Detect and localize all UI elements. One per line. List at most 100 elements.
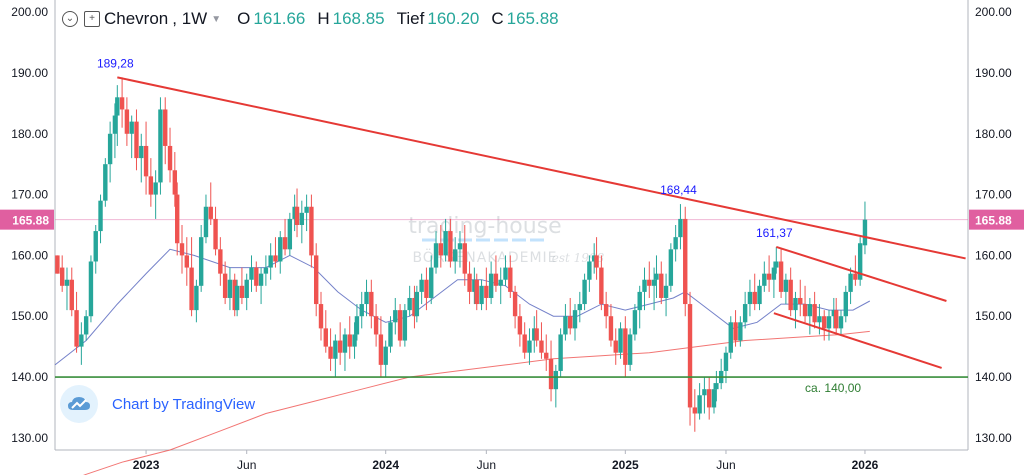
- add-symbol-icon[interactable]: +: [84, 11, 100, 27]
- candle-body: [613, 340, 618, 353]
- candle-body: [333, 340, 338, 359]
- candle-body: [287, 218, 293, 250]
- candle-body: [342, 334, 348, 353]
- candle-body: [393, 310, 398, 323]
- candle-body: [548, 358, 554, 390]
- x-tick-label: 2026: [852, 458, 879, 472]
- candle-body: [654, 273, 659, 280]
- candle-body: [59, 267, 65, 286]
- candle-body: [603, 304, 609, 317]
- candle-body: [222, 273, 228, 298]
- x-tick-label: Jun: [716, 458, 735, 472]
- collapse-icon[interactable]: ⌄: [62, 11, 78, 27]
- candle-body: [309, 206, 314, 256]
- candle-body: [683, 218, 688, 305]
- y-tick-label-left: 160.00: [11, 248, 48, 262]
- candle-body: [249, 267, 254, 280]
- candle-body: [402, 310, 408, 341]
- candle-body: [534, 328, 539, 341]
- last-price-tag-left: [0, 209, 54, 230]
- y-tick-label-right: 180.00: [975, 127, 1012, 141]
- x-tick-label: 2024: [372, 458, 399, 472]
- candle-body: [587, 261, 592, 280]
- candle-body: [124, 109, 130, 134]
- candle-body: [213, 218, 218, 250]
- price-annotation: 168,44: [660, 183, 697, 197]
- moving-average-blue-line: [54, 248, 871, 366]
- candle-body: [448, 231, 453, 262]
- candle-body: [407, 297, 412, 311]
- close-label: C: [491, 9, 504, 28]
- candle-body: [227, 279, 233, 298]
- candle-body: [532, 328, 537, 341]
- high-label: H: [317, 9, 330, 28]
- candle-body: [119, 97, 125, 110]
- candle-body: [798, 297, 803, 305]
- candle-body: [194, 285, 199, 311]
- candle-body: [438, 243, 444, 256]
- candle-body: [55, 255, 60, 274]
- candle-body: [433, 243, 439, 268]
- candle-body: [167, 145, 173, 171]
- candle-body: [313, 255, 319, 305]
- candle-body: [172, 170, 178, 195]
- interval-label[interactable]: 1W: [181, 9, 208, 28]
- candle-body: [474, 279, 479, 305]
- candle-body: [103, 164, 108, 201]
- candle-body: [807, 304, 813, 317]
- candle-body: [558, 334, 563, 371]
- candle-body: [218, 249, 223, 274]
- cloud-icon: [60, 385, 98, 423]
- candle-body: [457, 243, 463, 250]
- candle-body: [115, 97, 120, 116]
- y-tick-label-right: 170.00: [975, 188, 1012, 202]
- y-tick-label-right: 130.00: [975, 431, 1012, 445]
- last-price-tag-left-label: 165.88: [12, 214, 49, 228]
- y-tick-label-left: 190.00: [11, 66, 48, 80]
- candle-body: [711, 389, 717, 408]
- candle-body: [299, 212, 305, 225]
- y-tick-label-right: 160.00: [975, 248, 1012, 262]
- candle-body: [203, 206, 209, 238]
- y-tick-label-left: 140.00: [11, 370, 48, 384]
- candle-body: [802, 304, 808, 317]
- candle-body: [337, 340, 343, 353]
- y-tick-label-left: 150.00: [11, 309, 48, 323]
- candle-body: [706, 389, 712, 408]
- candle-body: [282, 237, 288, 250]
- candle-body: [783, 279, 789, 292]
- tradingview-watermark[interactable]: Chart by TradingView: [60, 385, 255, 423]
- candle-body: [304, 206, 309, 213]
- candle-body: [134, 121, 139, 159]
- candle-body: [637, 291, 642, 311]
- candle-body: [527, 340, 532, 353]
- candle-body: [273, 255, 278, 262]
- y-tick-label-right: 140.00: [975, 370, 1012, 384]
- chevron-down-icon[interactable]: ▼: [211, 13, 222, 25]
- moving-average-red-line: [83, 330, 870, 475]
- candle-body: [112, 115, 118, 134]
- low-label: Tief: [396, 9, 425, 28]
- watermark-text: Chart by TradingView: [112, 395, 256, 413]
- symbol-name[interactable]: Chevron: [104, 9, 169, 28]
- candle-body: [364, 291, 369, 305]
- candle-body: [397, 310, 403, 341]
- candle-body: [673, 237, 678, 250]
- candle-body: [347, 334, 352, 347]
- candle-body: [148, 176, 154, 195]
- candle-body: [163, 109, 168, 146]
- candle-body: [793, 297, 798, 311]
- candle-body: [857, 243, 863, 280]
- candle-body: [853, 273, 858, 280]
- close-value: 165.88: [506, 9, 559, 28]
- candle-body: [479, 285, 484, 305]
- candle-body: [268, 255, 273, 268]
- header-separator: ,: [172, 9, 182, 28]
- candle-body: [742, 304, 748, 323]
- candle-body: [627, 334, 633, 365]
- candle-body: [812, 304, 817, 323]
- candle-body: [107, 133, 113, 165]
- candle-body: [443, 231, 448, 256]
- candle-body: [848, 273, 853, 292]
